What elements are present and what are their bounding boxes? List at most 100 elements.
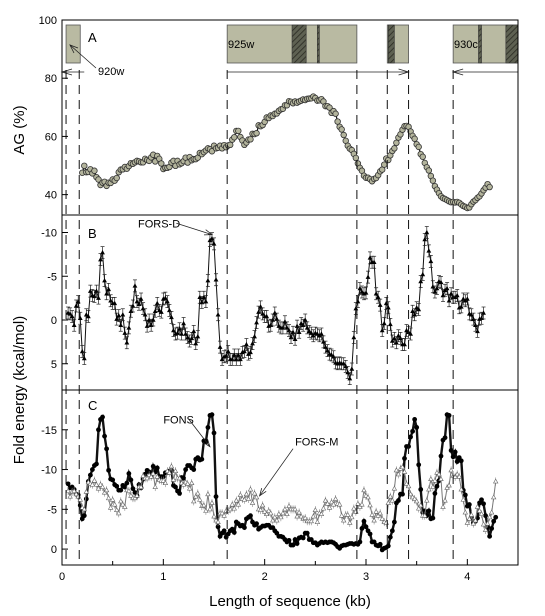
series-fors-d <box>65 226 486 385</box>
y-axis-label-fold-energy: Fold energy (kcal/mol) <box>11 316 28 464</box>
data-point <box>481 501 486 507</box>
data-point <box>393 467 400 473</box>
y-tick-label: 100 <box>39 15 57 27</box>
data-point <box>340 131 347 139</box>
y-tick-label: -5 <box>47 271 57 283</box>
data-point <box>242 348 247 354</box>
data-point <box>341 361 347 366</box>
plot-frame <box>61 19 519 566</box>
data-point <box>219 356 225 362</box>
data-point <box>180 481 187 487</box>
data-point <box>160 477 167 483</box>
data-point <box>330 501 337 507</box>
data-point <box>221 512 227 518</box>
data-point <box>351 505 357 511</box>
panel-letter: C <box>88 398 97 413</box>
data-point <box>126 471 132 476</box>
data-point <box>215 312 221 317</box>
data-point <box>479 497 484 503</box>
data-point <box>302 515 308 520</box>
data-point <box>152 308 158 314</box>
data-point <box>367 531 373 537</box>
data-point <box>321 339 326 344</box>
data-point <box>231 352 237 357</box>
data-point <box>95 485 102 491</box>
data-point <box>332 495 339 501</box>
data-point <box>391 145 398 152</box>
data-point <box>371 259 377 265</box>
data-point <box>401 468 408 474</box>
data-point <box>213 494 219 499</box>
data-point <box>416 462 422 468</box>
data-point <box>338 126 345 133</box>
data-point <box>150 463 156 469</box>
data-point <box>122 484 128 490</box>
data-point <box>352 154 360 162</box>
axis-labels: 0 1 2 3 4 Length of sequence (kb) 40 60 80 100 A -1… <box>11 15 470 610</box>
data-point <box>134 492 140 498</box>
data-point <box>426 248 432 253</box>
data-point <box>304 325 310 330</box>
data-point <box>146 317 152 322</box>
data-point <box>357 539 363 545</box>
data-point <box>225 348 231 354</box>
data-point <box>444 484 450 490</box>
data-point <box>320 505 327 511</box>
data-point <box>489 0 495 3</box>
data-point <box>90 467 95 472</box>
data-point <box>419 153 426 160</box>
data-point <box>65 481 71 487</box>
data-point <box>111 501 118 507</box>
data-point <box>466 515 473 521</box>
data-point <box>292 506 298 512</box>
data-point <box>399 464 406 470</box>
y-tick-label: 0 <box>51 315 57 327</box>
data-point <box>140 306 146 311</box>
data-point <box>83 496 89 502</box>
data-point <box>95 176 102 183</box>
data-point <box>152 484 158 489</box>
data-point <box>471 316 476 321</box>
data-point <box>416 306 422 312</box>
data-point <box>282 506 288 512</box>
x-tick-label: 2 <box>262 571 268 583</box>
data-point <box>213 277 219 282</box>
data-point <box>253 130 260 137</box>
data-point <box>242 525 247 531</box>
data-point <box>132 495 138 501</box>
data-point <box>106 286 112 292</box>
data-point <box>191 498 197 504</box>
data-point <box>227 506 233 512</box>
data-point <box>387 534 393 540</box>
data-point <box>446 482 452 488</box>
data-point <box>249 499 256 505</box>
data-point <box>108 298 114 303</box>
data-point <box>480 521 487 527</box>
data-point <box>150 470 156 476</box>
panel-a: 920w 925w 930c <box>60 0 519 212</box>
data-point <box>124 340 130 345</box>
data-point <box>402 456 407 461</box>
data-point <box>296 509 302 515</box>
data-point <box>272 514 278 520</box>
data-point <box>325 348 330 353</box>
data-point <box>361 518 367 524</box>
data-point <box>361 487 367 493</box>
data-point <box>100 414 105 420</box>
data-point <box>347 376 353 381</box>
data-point <box>181 320 186 326</box>
data-point <box>363 524 369 530</box>
data-point <box>442 435 448 441</box>
data-point <box>87 288 93 293</box>
data-point <box>319 331 324 336</box>
data-point <box>205 491 211 497</box>
data-point <box>171 327 176 333</box>
data-point <box>177 491 182 496</box>
data-point <box>446 413 452 418</box>
data-point <box>231 529 237 535</box>
data-point <box>193 341 199 346</box>
data-point <box>203 299 209 304</box>
data-point <box>100 250 105 255</box>
data-point <box>345 369 351 375</box>
data-point <box>241 496 248 502</box>
